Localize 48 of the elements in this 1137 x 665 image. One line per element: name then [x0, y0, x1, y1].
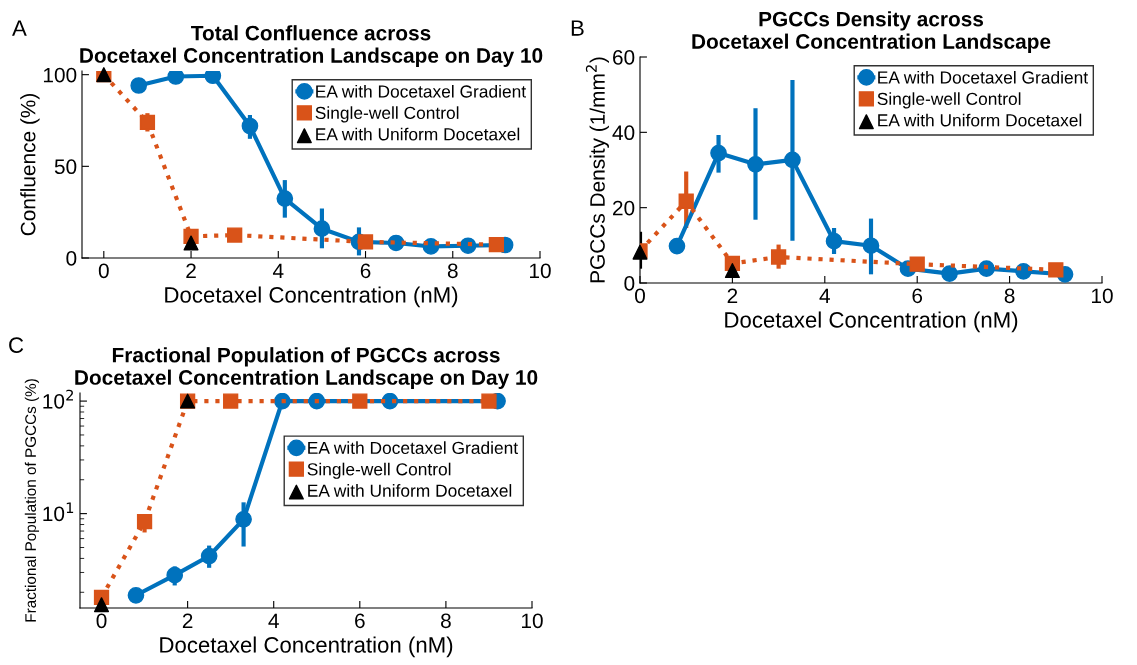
y-axis-title: Confluence (%) — [20, 94, 40, 236]
y-tick-label: 60 — [613, 50, 635, 65]
legend-label: Single-well Control — [877, 92, 1021, 109]
x-tick-label: 0 — [96, 613, 107, 629]
text: C — [9, 337, 24, 353]
x-tick-label: 4 — [819, 288, 830, 303]
x-tick-label: 0 — [635, 288, 645, 304]
legend-label: Single-well Control — [315, 106, 459, 123]
x-axis-title: Docetaxel Concentration (nM) — [165, 286, 458, 308]
text: B — [571, 20, 584, 36]
legend-label: EA with Uniform Docetaxel — [878, 113, 1082, 127]
chart-title: Total Confluence across Docetaxel Concentration Landscape on Day 10 — [80, 25, 543, 67]
y-axis-title: Fractional Population of PGCCs (%) — [24, 379, 40, 622]
y-tick-label: 0 — [66, 251, 77, 266]
y-tick-label: 0 — [624, 276, 635, 291]
legend-label: Single-well Control — [307, 462, 451, 479]
x-tick-label: 2 — [186, 263, 196, 278]
y-tick-label: 100 — [43, 67, 77, 83]
legend-label: EA with Docetaxel Gradient — [316, 84, 526, 98]
legend-label: EA with Uniform Docetaxel — [316, 127, 520, 141]
legend-label: EA with Docetaxel Gradient — [308, 441, 518, 455]
chart-title: PGCCs Density across Docetaxel Concentration Landscape — [692, 11, 1051, 53]
x-axis-title: Docetaxel Concentration (nM) — [725, 311, 1018, 333]
x-tick-label: 2 — [182, 613, 193, 628]
y-tick-label: 10$^{2}$ — [43, 389, 73, 409]
legend-label: EA with Uniform Docetaxel — [308, 484, 512, 497]
x-tick-label: 8 — [1004, 288, 1015, 304]
y-tick-label: 50 — [54, 159, 77, 175]
x-tick-label: 6 — [912, 288, 923, 304]
x-tick-label: 2 — [727, 288, 738, 303]
chart-title: Fractional Population of PGCCs across Docetaxel Concentration Landscape on Day 10 — [75, 347, 538, 389]
x-axis-title: Docetaxel Concentration (nM) — [160, 636, 453, 658]
x-tick-label: 6 — [360, 263, 371, 279]
x-tick-label: 0 — [98, 263, 109, 279]
x-tick-label: 10 — [522, 613, 543, 629]
x-tick-label: 4 — [268, 613, 279, 628]
text: A — [12, 20, 27, 36]
y-axis-title: PGCCs Density (1/mm$^{2}$) — [585, 57, 609, 283]
x-tick-label: 10 — [530, 263, 551, 279]
x-tick-label: 6 — [355, 613, 365, 629]
y-tick-label: 20 — [613, 200, 635, 216]
y-tick-label: 10$^{1}$ — [43, 502, 74, 522]
x-tick-label: 8 — [441, 613, 451, 629]
y-tick-label: 40 — [612, 125, 635, 141]
x-tick-label: 10 — [1092, 288, 1113, 304]
x-tick-label: 8 — [447, 263, 458, 279]
legend-label: EA with Docetaxel Gradient — [878, 70, 1088, 84]
x-tick-label: 4 — [272, 263, 284, 278]
